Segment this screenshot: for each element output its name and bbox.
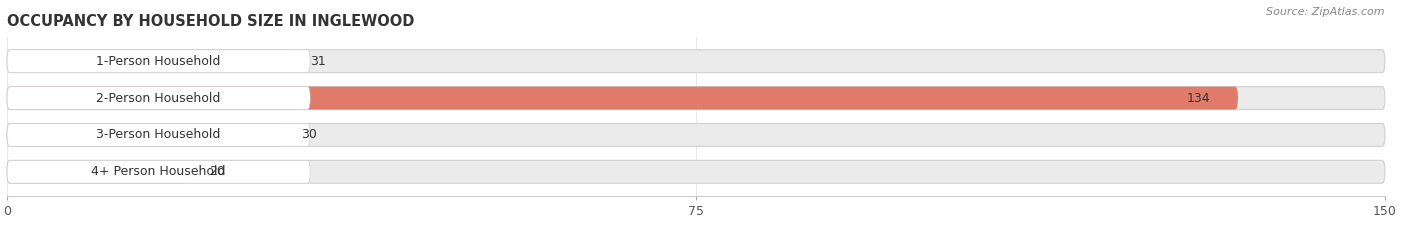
- FancyBboxPatch shape: [7, 87, 311, 110]
- FancyBboxPatch shape: [7, 50, 311, 73]
- Text: OCCUPANCY BY HOUSEHOLD SIZE IN INGLEWOOD: OCCUPANCY BY HOUSEHOLD SIZE IN INGLEWOOD: [7, 14, 415, 29]
- FancyBboxPatch shape: [7, 160, 311, 183]
- FancyBboxPatch shape: [7, 50, 1385, 73]
- Text: 1-Person Household: 1-Person Household: [97, 55, 221, 68]
- Text: 31: 31: [311, 55, 326, 68]
- Text: 134: 134: [1187, 92, 1211, 105]
- FancyBboxPatch shape: [7, 160, 191, 183]
- Text: Source: ZipAtlas.com: Source: ZipAtlas.com: [1267, 7, 1385, 17]
- FancyBboxPatch shape: [7, 123, 283, 146]
- Text: 4+ Person Household: 4+ Person Household: [91, 165, 226, 178]
- FancyBboxPatch shape: [7, 87, 1385, 110]
- FancyBboxPatch shape: [7, 123, 1385, 146]
- FancyBboxPatch shape: [7, 160, 1385, 183]
- FancyBboxPatch shape: [7, 123, 311, 146]
- FancyBboxPatch shape: [7, 50, 292, 73]
- Text: 20: 20: [209, 165, 225, 178]
- Text: 30: 30: [301, 128, 316, 141]
- Text: 2-Person Household: 2-Person Household: [97, 92, 221, 105]
- Text: 3-Person Household: 3-Person Household: [97, 128, 221, 141]
- FancyBboxPatch shape: [7, 87, 1237, 110]
